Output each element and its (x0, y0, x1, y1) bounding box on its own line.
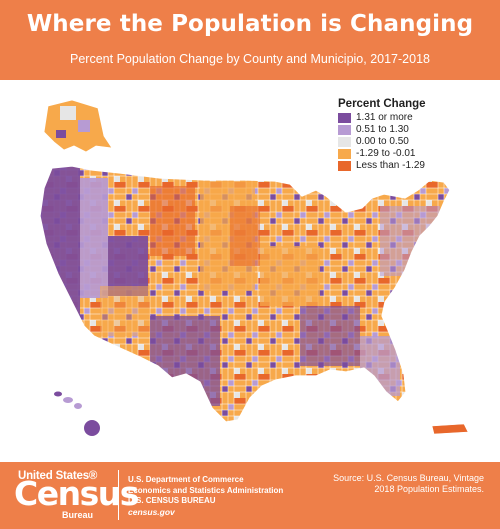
legend-item: 0.00 to 0.50 (338, 136, 458, 147)
legend-title: Percent Change (338, 98, 426, 110)
page-title: Where the Population is Changing (26, 11, 474, 37)
legend-item: 0.51 to 1.30 (338, 124, 458, 135)
hawaii-map (54, 391, 100, 436)
header-banner: Where the Population is Changing Percent… (0, 0, 500, 80)
source-line: 2018 Population Estimates. (374, 484, 484, 494)
legend-label: 1.31 or more (356, 112, 413, 123)
agency-line: Economics and Statistics Administration (128, 485, 284, 495)
contiguous-us-map (39, 165, 451, 423)
logo-main-text: Census (14, 474, 139, 513)
website-link[interactable]: census.gov (128, 506, 175, 517)
legend-item: Less than -1.29 (338, 160, 458, 171)
legend: Percent Change 1.31 or more 0.51 to 1.30… (338, 98, 458, 172)
agency-line: U.S. CENSUS BUREAU (128, 496, 216, 505)
logo-top-text: United States® (18, 470, 98, 482)
legend-swatch (338, 124, 351, 135)
logo-sub-text: Bureau (62, 510, 94, 520)
legend-item: -1.29 to -0.01 (338, 148, 458, 159)
agency-info: U.S. Department of Commerce Economics an… (128, 475, 283, 517)
legend-swatch (338, 112, 351, 123)
legend-swatch (338, 160, 351, 171)
legend-label: -1.29 to -0.01 (356, 148, 416, 159)
legend-label: Less than -1.29 (356, 160, 425, 171)
footer-divider (118, 470, 119, 520)
source-note: Source: U.S. Census Bureau, Vintage 2018… (324, 473, 484, 495)
footer-banner: United States® Census Bureau U.S. Depart… (0, 462, 500, 529)
alaska-map (43, 99, 113, 153)
page-subtitle: Percent Population Change by County and … (70, 52, 430, 66)
legend-swatch (338, 136, 351, 147)
puerto-rico-map (431, 423, 469, 435)
legend-item: 1.31 or more (338, 112, 458, 123)
legend-label: 0.51 to 1.30 (356, 124, 409, 135)
county-population-change-map (39, 99, 469, 436)
census-bureau-logo: United States® Census Bureau (14, 466, 139, 524)
source-line: Source: U.S. Census Bureau, Vintage (333, 473, 484, 483)
legend-swatch (338, 148, 351, 159)
agency-line: U.S. Department of Commerce (128, 475, 244, 484)
legend-label: 0.00 to 0.50 (356, 136, 409, 147)
